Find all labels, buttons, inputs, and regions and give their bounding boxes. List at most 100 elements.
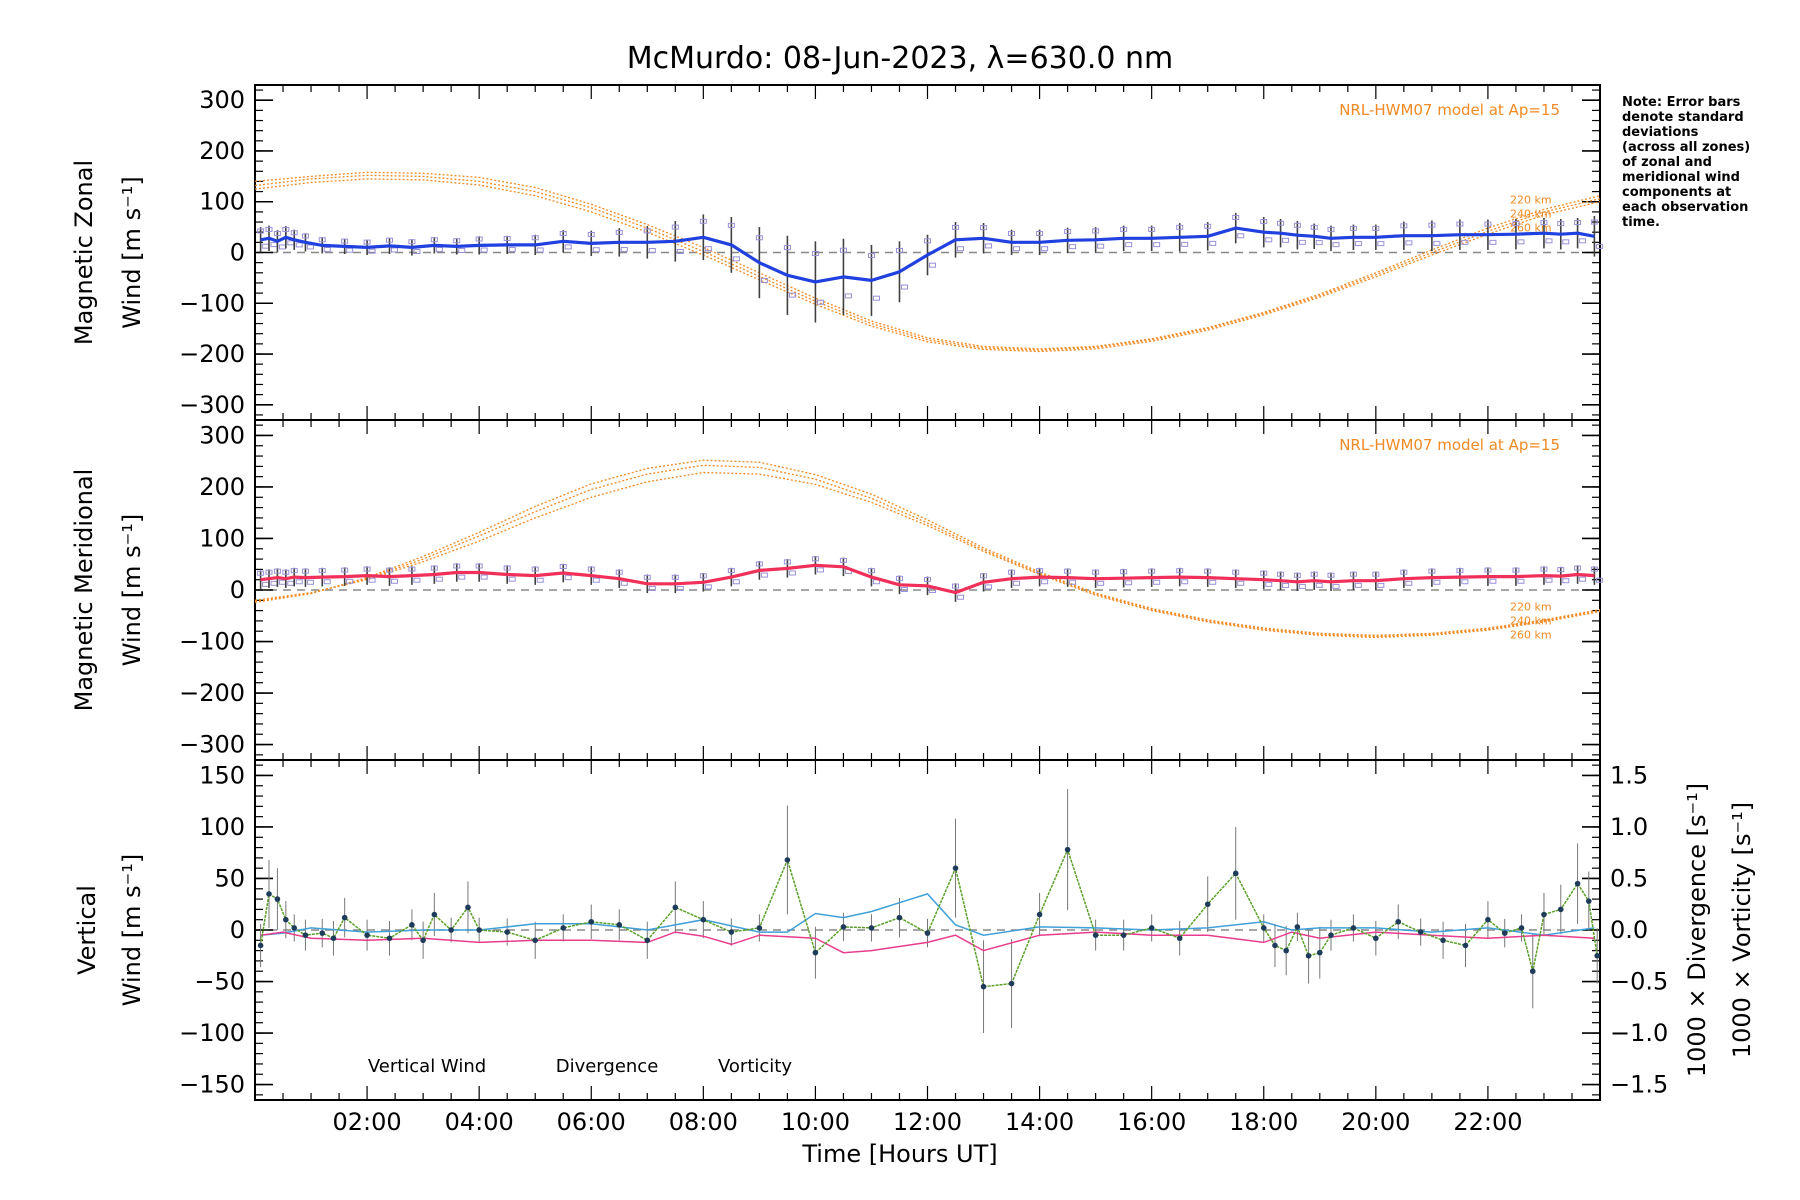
altitude-label: 220 km: [1510, 194, 1552, 207]
zone-sample: [1489, 239, 1497, 245]
zone-sample: [1277, 220, 1285, 226]
zone-sample: [564, 244, 572, 250]
vertical-wind-point: [1417, 929, 1424, 935]
zone-sample: [895, 247, 903, 253]
zone-sample: [1153, 242, 1161, 248]
altitude-label: 220 km: [1510, 601, 1552, 614]
zone-sample: [536, 577, 544, 583]
vertical-wind-point: [302, 932, 309, 938]
note-line: of zonal and: [1622, 155, 1712, 170]
vertical-wind-point: [465, 904, 471, 911]
vertical-wind-point: [1541, 911, 1547, 918]
zonal-wind-panel: −300 −200 −100 0 100 200 300 Magnetic Zonal Wind…: [70, 84, 1603, 421]
zone-sample: [1097, 580, 1105, 586]
zone-sample: [306, 244, 314, 250]
zone-sample: [924, 576, 931, 582]
zone-sample: [1590, 219, 1598, 225]
zone-sample: [755, 235, 763, 241]
zone-sample: [1209, 579, 1217, 585]
zone-sample: [1456, 221, 1464, 227]
zone-sample: [816, 299, 824, 305]
vertical-wind-point: [431, 911, 438, 918]
zone-sample: [699, 218, 707, 224]
zone-sample: [458, 574, 466, 580]
zone-sample: [559, 231, 567, 237]
y-tick-label: −100: [179, 289, 245, 317]
zone-sample: [1349, 225, 1357, 231]
zone-sample: [262, 581, 270, 587]
zone-sample: [1574, 565, 1582, 571]
zone-sample: [480, 574, 488, 580]
legend-vorticity: Vorticity: [718, 1056, 792, 1077]
altitude-label: 240 km: [1510, 615, 1552, 628]
zone-sample: [1517, 578, 1525, 584]
zone-sample: [1349, 571, 1357, 577]
vertical-wind-point: [1395, 918, 1402, 925]
zone-sample: [1181, 579, 1189, 585]
zone-sample: [727, 222, 735, 228]
y-tick-label: −100: [179, 1019, 245, 1047]
note-box: Note: Error bars denote standard deviati…: [1622, 95, 1750, 230]
vertical-wind-point: [1008, 980, 1015, 987]
zone-sample: [1069, 244, 1077, 250]
zone-sample: [363, 239, 371, 245]
x-tick-label: 18:00: [1229, 1108, 1298, 1136]
y-tick-label: −150: [179, 1071, 245, 1099]
zone-sample: [480, 247, 488, 253]
vertical-wind-point: [283, 916, 289, 923]
zone-sample: [1545, 238, 1553, 244]
zone-sample: [408, 239, 416, 245]
divergence-line: [260, 893, 1595, 936]
zone-sample: [1265, 237, 1273, 243]
y-tick-label: 100: [199, 813, 245, 841]
zone-sample: [643, 228, 651, 234]
zone-sample: [1181, 241, 1189, 247]
model-curve: [254, 464, 1601, 638]
vertical-wind-point: [1064, 846, 1071, 853]
divergence-axis-label: 1000 × Divergence [s⁻¹]: [1683, 783, 1711, 1077]
zone-sample: [295, 579, 303, 585]
vertical-wind-point: [476, 927, 482, 933]
zone-sample: [1298, 583, 1306, 589]
y-tick-label: 200: [199, 137, 245, 165]
vertical-wind-point: [728, 929, 735, 935]
zone-sample: [341, 567, 349, 573]
y-tick-label: 200: [199, 473, 245, 501]
altitude-label: 260 km: [1510, 629, 1552, 642]
zone-sample: [295, 242, 303, 248]
zone-sample: [1405, 240, 1413, 246]
vertical-wind-point: [1260, 925, 1267, 931]
zone-sample: [368, 577, 376, 583]
zone-sample: [760, 277, 768, 283]
vertical-wind-point: [1557, 906, 1564, 913]
zone-sample: [1148, 226, 1156, 232]
zone-sample: [1293, 222, 1301, 228]
vertical-wind-point: [1350, 925, 1357, 931]
zone-sample: [1489, 578, 1497, 584]
zone-sample: [1153, 579, 1161, 585]
y-tick-label: −200: [179, 340, 245, 368]
legend-divergence: Divergence: [556, 1056, 659, 1077]
zone-sample: [1377, 582, 1385, 588]
zone-sample: [1013, 580, 1021, 586]
y-tick-label: −100: [179, 628, 245, 656]
zone-sample: [1260, 219, 1268, 225]
time-axis: 02:00 04:00 06:00 08:00 10:00 12:00 14:00 16:00…: [332, 1108, 1522, 1136]
zone-sample: [287, 240, 295, 246]
zone-sample: [435, 246, 443, 252]
zone-sample: [895, 575, 903, 581]
zone-sample: [1232, 569, 1240, 575]
zone-sample: [1579, 576, 1587, 582]
y-tick-label: −200: [179, 679, 245, 707]
zone-sample: [282, 226, 290, 232]
zone-sample: [1377, 241, 1385, 247]
zone-sample: [413, 248, 421, 254]
zone-sample: [704, 246, 712, 252]
zone-sample: [699, 573, 707, 579]
zone-sample: [1125, 580, 1133, 586]
vertical-wind-point: [952, 865, 959, 871]
vertical-wind-point: [1036, 911, 1043, 918]
zone-sample: [290, 230, 298, 236]
zone-sample: [282, 569, 290, 575]
zone-sample: [952, 224, 960, 230]
